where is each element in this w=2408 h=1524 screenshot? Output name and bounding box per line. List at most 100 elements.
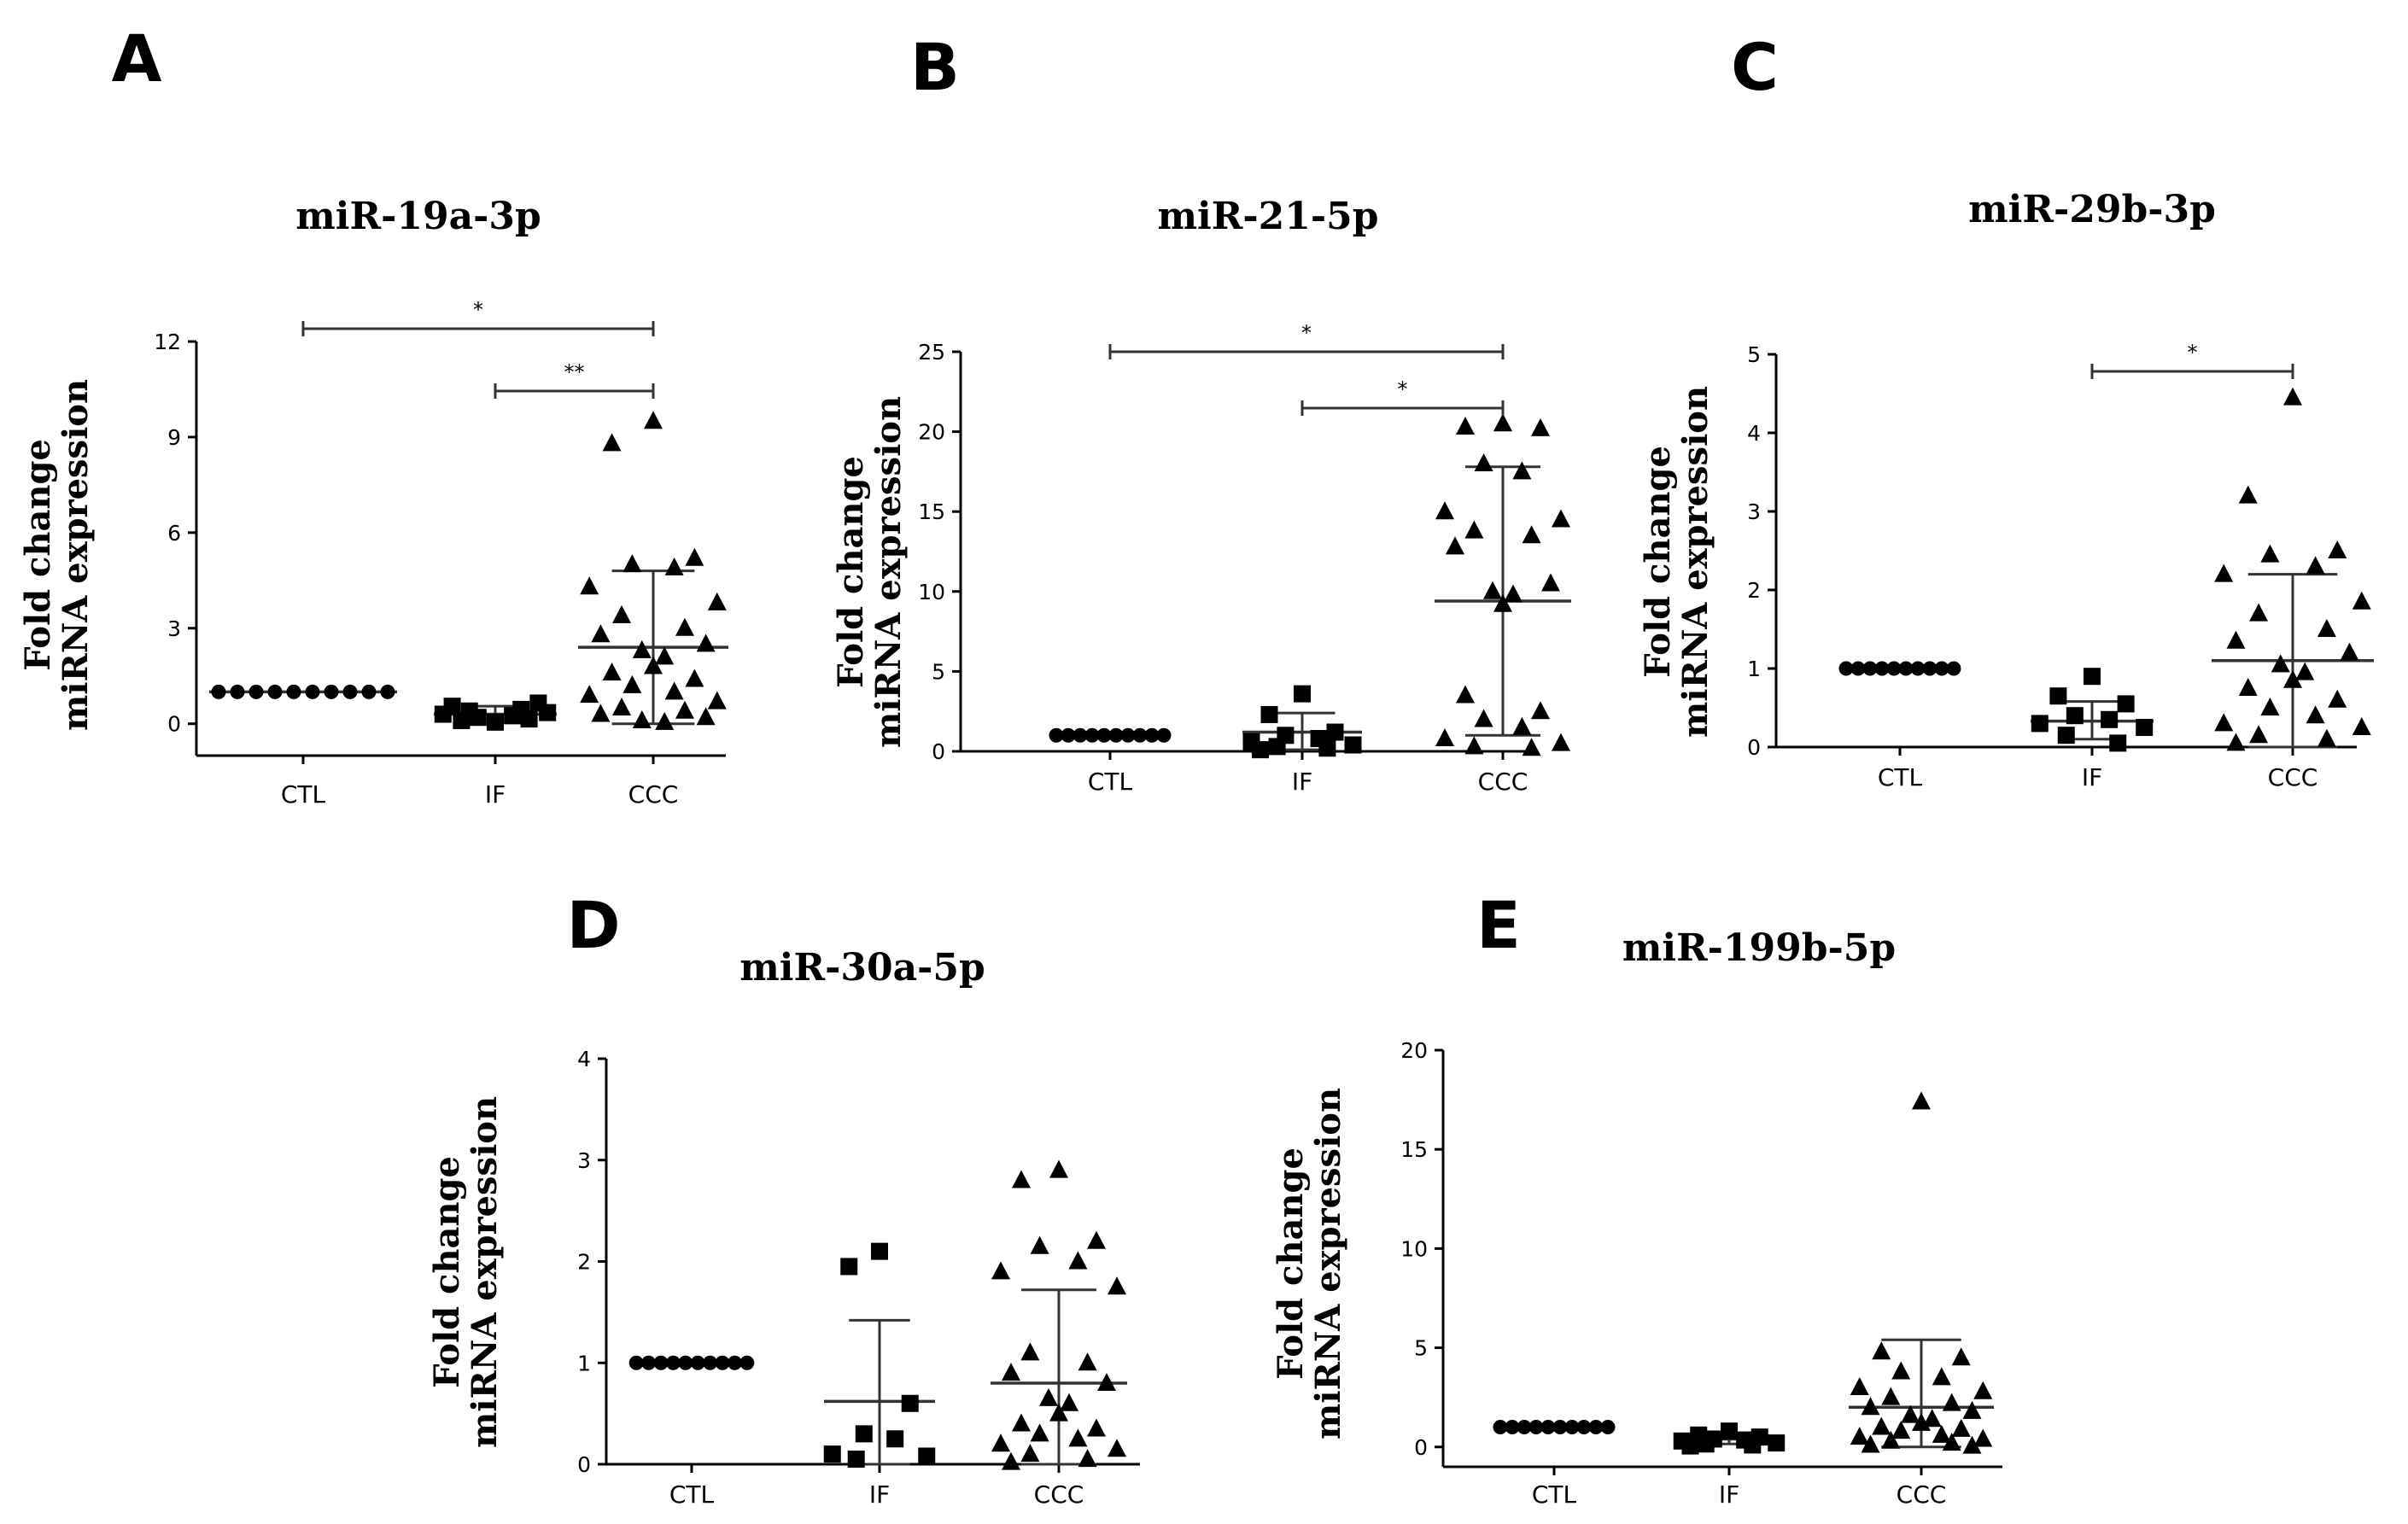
data-point bbox=[2306, 705, 2325, 724]
data-point bbox=[1872, 1341, 1891, 1360]
x-tick-label: CTL bbox=[1878, 763, 1923, 791]
data-point bbox=[1435, 728, 1454, 747]
data-point bbox=[591, 704, 611, 722]
data-point bbox=[1973, 1381, 1993, 1399]
data-point bbox=[267, 684, 283, 699]
data-point bbox=[1850, 1427, 1869, 1445]
data-point bbox=[2283, 669, 2302, 688]
data-point bbox=[727, 1355, 742, 1370]
data-point bbox=[703, 1355, 718, 1370]
data-point bbox=[2295, 662, 2315, 680]
y-axis-label-line1: Fold change bbox=[831, 456, 871, 688]
data-point bbox=[230, 684, 245, 699]
data-point bbox=[2249, 603, 2269, 622]
group-ccc bbox=[1435, 413, 1571, 756]
y-tick-label: 3 bbox=[577, 1148, 591, 1173]
data-point bbox=[2328, 689, 2347, 708]
data-point bbox=[991, 1261, 1010, 1280]
y-axis-label-line2: miRNA expression bbox=[465, 1096, 505, 1448]
data-point bbox=[1942, 1393, 1961, 1411]
data-point bbox=[1464, 520, 1484, 539]
data-point bbox=[886, 1430, 904, 1448]
data-point bbox=[1862, 661, 1878, 676]
data-point bbox=[305, 684, 320, 699]
y-tick-label: 9 bbox=[167, 425, 181, 450]
data-point bbox=[1020, 1444, 1040, 1463]
data-point bbox=[460, 702, 478, 720]
data-point bbox=[2214, 563, 2234, 582]
data-point bbox=[1932, 1424, 1951, 1443]
data-point bbox=[1552, 1420, 1568, 1435]
data-point bbox=[1922, 661, 1938, 676]
chart-title: miR-19a-3p bbox=[295, 195, 541, 238]
data-point bbox=[622, 674, 642, 693]
group-if bbox=[434, 694, 557, 731]
y-axis-label-line1: Fold change bbox=[1271, 1147, 1311, 1380]
y-tick-label: 5 bbox=[932, 659, 945, 684]
data-point bbox=[1522, 738, 1541, 756]
data-point bbox=[2306, 556, 2325, 575]
data-point bbox=[602, 663, 622, 680]
data-point bbox=[1002, 1451, 1020, 1470]
group-ctl bbox=[628, 1355, 755, 1370]
y-axis-label-line1: Fold change bbox=[18, 439, 58, 671]
data-point bbox=[1721, 1422, 1738, 1440]
data-point bbox=[612, 604, 632, 623]
group-if bbox=[1242, 685, 1362, 759]
data-point bbox=[2260, 544, 2280, 563]
data-point bbox=[1588, 1420, 1604, 1435]
x-tick-label: CTL bbox=[1532, 1480, 1577, 1509]
data-point bbox=[1072, 727, 1088, 743]
data-point bbox=[1962, 1435, 1982, 1454]
data-point bbox=[665, 1355, 681, 1370]
data-point bbox=[1850, 661, 1866, 676]
panel-letter: A bbox=[112, 20, 162, 96]
y-tick-label: 2 bbox=[577, 1250, 591, 1275]
data-point bbox=[1504, 584, 1523, 603]
data-point bbox=[632, 639, 652, 658]
data-point bbox=[1512, 461, 1532, 480]
data-point bbox=[2260, 698, 2280, 715]
data-point bbox=[1505, 1420, 1520, 1435]
x-tick-label: CCC bbox=[2268, 763, 2318, 791]
data-point bbox=[1912, 1091, 1931, 1110]
data-point bbox=[2084, 668, 2101, 686]
x-tick-label: CTL bbox=[281, 780, 326, 809]
x-tick-label: CTL bbox=[669, 1480, 715, 1509]
data-point bbox=[2283, 387, 2302, 406]
data-point bbox=[2101, 710, 2119, 728]
data-point bbox=[1891, 1361, 1911, 1380]
data-point bbox=[1464, 736, 1484, 755]
data-point bbox=[1096, 727, 1112, 743]
data-point bbox=[696, 634, 716, 652]
x-tick-label: IF bbox=[485, 780, 506, 809]
data-point bbox=[1744, 1436, 1762, 1454]
significance-bracket: ** bbox=[494, 360, 655, 399]
y-tick-label: 1 bbox=[1747, 657, 1761, 681]
data-point bbox=[1078, 1352, 1097, 1371]
data-point bbox=[1874, 661, 1890, 676]
data-point bbox=[1002, 1363, 1020, 1381]
data-point bbox=[2317, 728, 2336, 747]
data-point bbox=[1084, 727, 1100, 743]
data-point bbox=[823, 1445, 841, 1463]
data-point bbox=[2271, 654, 2290, 673]
y-axis-label-line1: Fold change bbox=[427, 1156, 467, 1388]
data-point bbox=[2031, 715, 2049, 733]
data-point bbox=[1576, 1420, 1592, 1435]
data-point bbox=[1951, 1418, 1971, 1437]
data-point bbox=[664, 557, 684, 575]
data-point bbox=[1697, 1435, 1715, 1453]
data-point bbox=[675, 700, 694, 719]
data-point bbox=[1012, 1170, 1031, 1188]
data-point bbox=[1326, 723, 1344, 741]
group-ctl bbox=[1049, 727, 1172, 743]
data-point bbox=[487, 713, 504, 731]
data-point bbox=[901, 1394, 919, 1412]
data-point bbox=[1872, 1416, 1891, 1435]
data-point bbox=[1552, 509, 1570, 528]
